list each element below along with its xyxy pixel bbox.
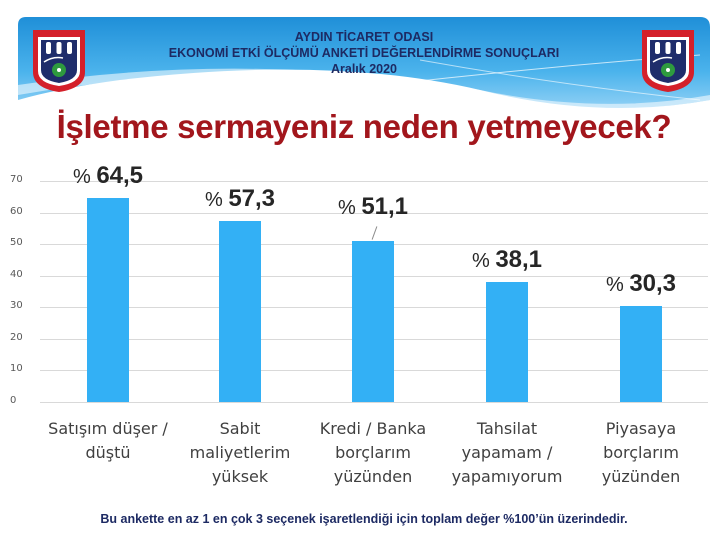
bar-value-label: % 57,3	[180, 185, 300, 213]
gridline	[40, 181, 708, 182]
y-axis-tick-label: 50	[10, 237, 23, 249]
bar	[486, 281, 528, 402]
x-axis-category-label: Piyasaya borçlarım yüzünden	[601, 419, 681, 486]
bar	[219, 221, 261, 402]
shield-emblem-icon	[33, 30, 85, 92]
x-axis-category-label: Tahsilat yapamam / yapamıyorum	[451, 419, 563, 486]
banner-background	[18, 17, 710, 109]
footnote: Bu ankette en az 1 en çok 3 seçenek işar…	[100, 512, 628, 526]
y-axis-tick-label: 20	[10, 331, 23, 343]
chamber-logo-left	[31, 28, 87, 94]
x-axis-category-label: Satışım düşer / düştü	[48, 419, 168, 462]
bar-value: 64,5	[96, 162, 144, 190]
header-survey-name: EKONOMİ ETKİ ÖLÇÜMÜ ANKETİ DEĞERLENDİRME…	[168, 46, 560, 60]
bar-value: 51,1	[361, 192, 409, 220]
bar-value-label: % 51,1	[313, 193, 433, 221]
gridline	[40, 212, 708, 214]
chamber-logo-right	[640, 28, 696, 94]
bar	[620, 306, 662, 402]
bar-value: 38,1	[495, 245, 543, 273]
chart-title: İşletme sermayeniz neden yetmeyecek?	[56, 108, 672, 145]
y-axis-tick-label: 40	[10, 268, 23, 280]
y-axis-tick-label: 70	[10, 174, 23, 185]
percent-sign: %	[605, 274, 630, 297]
percent-sign: %	[337, 196, 362, 219]
x-axis-category-label: Sabit maliyetlerim yüksek	[189, 419, 291, 486]
percent-sign: %	[471, 249, 496, 272]
gridline	[40, 402, 708, 403]
shield-emblem-icon	[642, 30, 694, 92]
survey-header: AYDIN TİCARET ODASI EKONOMİ ETKİ ÖLÇÜMÜ …	[0, 29, 728, 77]
label-leader-line	[371, 225, 378, 240]
bar-value-label: % 38,1	[447, 246, 567, 274]
bar-value: 30,3	[629, 270, 677, 298]
header-date: Aralık 2020	[330, 62, 398, 76]
bar	[87, 198, 129, 402]
y-axis-tick-label: 30	[10, 300, 23, 312]
bar-value: 57,3	[228, 185, 276, 213]
percent-sign: %	[204, 189, 229, 212]
bar-value-label: % 30,3	[581, 270, 701, 298]
percent-sign: %	[72, 166, 97, 189]
y-axis-tick-label: 60	[10, 205, 23, 217]
header-org-name: AYDIN TİCARET ODASI	[294, 30, 434, 44]
x-axis-category-label: Kredi / Banka borçlarım yüzünden	[319, 419, 427, 486]
y-axis-tick-label: 0	[10, 395, 17, 406]
y-axis-tick-label: 10	[10, 363, 23, 375]
bar	[352, 240, 394, 402]
bar-value-label: % 64,5	[48, 162, 168, 190]
